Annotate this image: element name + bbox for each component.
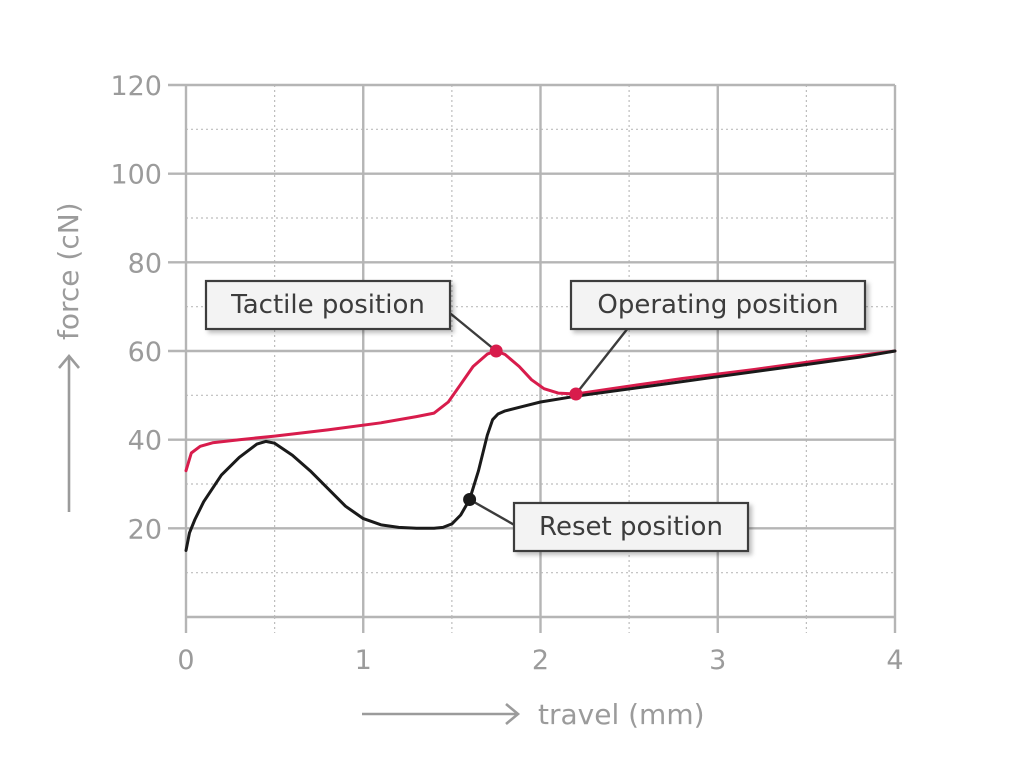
series-line-1 xyxy=(184,349,897,473)
annotation-label: Tactile position xyxy=(230,290,425,320)
y-axis-arrow-head xyxy=(58,353,80,369)
annotation-box xyxy=(512,501,750,553)
annotation-leader-line xyxy=(469,498,519,529)
x-tick-label: 0 xyxy=(177,645,194,676)
annotation-marker xyxy=(463,493,477,507)
y-tick-label: 40 xyxy=(128,426,162,457)
annotation-label: Operating position xyxy=(597,290,838,320)
y-tick-label: 100 xyxy=(110,160,162,191)
y-axis-title: force (cN) xyxy=(52,202,85,512)
x-axis-arrow-head xyxy=(505,703,521,725)
x-axis-title: travel (mm) xyxy=(362,698,705,731)
y-tick-label: 120 xyxy=(110,71,162,102)
annotation-leader-line xyxy=(575,322,633,395)
data-series xyxy=(184,349,897,552)
annotation-marker xyxy=(569,387,583,401)
x-tick-label: 1 xyxy=(355,645,372,676)
annotation-box xyxy=(204,279,452,331)
y-tick-label: 60 xyxy=(128,337,162,368)
series-line-2 xyxy=(184,349,897,552)
annotation-marker xyxy=(489,344,503,358)
axes: 20 40 60 80 100 120 0 1 2 3 4 xyxy=(110,71,903,676)
x-tick-label: 2 xyxy=(532,645,549,676)
annotation-markers xyxy=(463,344,583,507)
y-axis-label: force (cN) xyxy=(52,202,85,340)
x-tick-label: 3 xyxy=(709,645,726,676)
axis-titles: travel (mm) force (cN) xyxy=(52,202,705,731)
grid xyxy=(184,83,897,617)
annotation-callouts: Tactile position Operating position Reset … xyxy=(204,279,867,553)
y-tick-label: 80 xyxy=(128,248,162,279)
annotation-box xyxy=(569,279,867,331)
x-tick-label: 4 xyxy=(886,645,903,676)
annotation-label: Reset position xyxy=(539,512,723,542)
x-axis-label: travel (mm) xyxy=(538,698,705,731)
y-tick-label: 20 xyxy=(128,514,162,545)
